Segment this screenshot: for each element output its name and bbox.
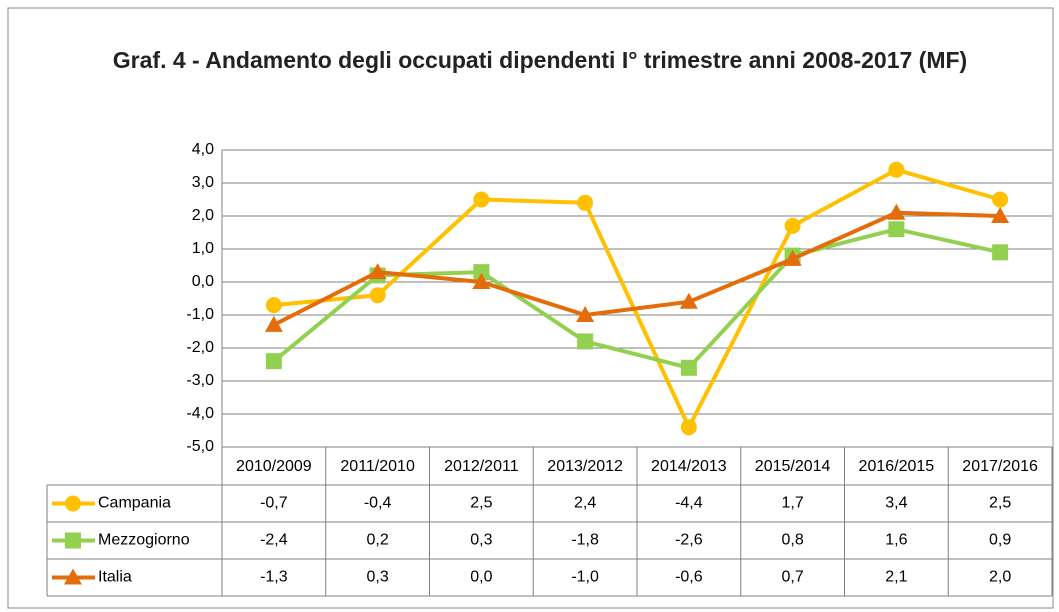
x-tick-label: 2015/2014 bbox=[755, 458, 831, 475]
x-tick-label: 2013/2012 bbox=[547, 458, 623, 475]
series-line bbox=[272, 210, 1001, 327]
table-value: 0,7 bbox=[782, 569, 804, 586]
table-value: 2,1 bbox=[885, 569, 907, 586]
table-value: 2,5 bbox=[470, 495, 492, 512]
table-value: 0,3 bbox=[470, 532, 492, 549]
table-value: 0,0 bbox=[470, 569, 492, 586]
table-value: 2,0 bbox=[989, 569, 1011, 586]
y-tick-label: 1,0 bbox=[192, 240, 214, 257]
x-tick-label: 2014/2013 bbox=[651, 458, 727, 475]
table-value: 0,2 bbox=[367, 532, 389, 549]
data-point bbox=[888, 161, 905, 178]
y-tick-label: -1,0 bbox=[186, 306, 214, 323]
y-tick-label: 2,0 bbox=[192, 207, 214, 224]
table-value: -0,6 bbox=[675, 569, 703, 586]
table-value: -2,4 bbox=[260, 532, 288, 549]
table-value: -0,7 bbox=[260, 495, 288, 512]
data-point bbox=[265, 297, 282, 314]
legend-label: Mezzogiorno bbox=[98, 532, 190, 549]
data-point bbox=[991, 207, 1010, 223]
data-point bbox=[472, 273, 491, 289]
data-point bbox=[473, 191, 490, 208]
legend-marker bbox=[65, 532, 81, 549]
y-tick-label: -3,0 bbox=[186, 372, 214, 389]
data-point bbox=[887, 203, 906, 220]
data-point bbox=[577, 194, 594, 211]
data-point bbox=[680, 419, 697, 436]
table-value: 0,8 bbox=[782, 532, 804, 549]
y-tick-label: 0,0 bbox=[192, 273, 214, 290]
data-point bbox=[576, 306, 595, 322]
y-tick-label: 3,0 bbox=[192, 174, 214, 191]
table-value: 3,4 bbox=[885, 495, 907, 512]
legend-marker bbox=[64, 568, 82, 585]
data-point bbox=[992, 191, 1009, 208]
y-tick-label: -2,0 bbox=[186, 339, 214, 356]
data-point bbox=[992, 244, 1009, 261]
legend-marker bbox=[65, 495, 81, 512]
table-value: -1,3 bbox=[260, 569, 288, 586]
y-tick-label: 4,0 bbox=[192, 141, 214, 158]
data-point bbox=[783, 249, 802, 266]
data-point bbox=[784, 217, 801, 234]
table-value: 1,7 bbox=[782, 495, 804, 512]
y-tick-label: -4,0 bbox=[186, 405, 214, 422]
table-value: 0,3 bbox=[367, 569, 389, 586]
x-tick-label: 2016/2015 bbox=[859, 458, 935, 475]
data-point bbox=[679, 292, 698, 309]
table-value: 2,5 bbox=[989, 495, 1011, 512]
table-value: -1,0 bbox=[571, 569, 599, 586]
data-point bbox=[265, 353, 282, 370]
x-tick-label: 2017/2016 bbox=[962, 458, 1038, 475]
x-tick-label: 2011/2010 bbox=[340, 458, 415, 475]
table-value: 0,9 bbox=[989, 532, 1011, 549]
data-point bbox=[473, 264, 490, 281]
table-value: -1,8 bbox=[571, 532, 599, 549]
x-tick-label: 2010/2009 bbox=[236, 458, 312, 475]
chart-title: Graf. 4 - Andamento degli occupati dipen… bbox=[112, 47, 968, 73]
data-point bbox=[680, 359, 697, 376]
chart-frame bbox=[7, 7, 1054, 609]
data-point bbox=[577, 333, 594, 350]
table-value: -2,6 bbox=[675, 532, 703, 549]
legend-label: Italia bbox=[98, 569, 132, 586]
legend-label: Campania bbox=[98, 495, 171, 512]
table-value: 1,6 bbox=[885, 532, 907, 549]
x-tick-label: 2012/2011 bbox=[444, 458, 519, 475]
data-point bbox=[368, 263, 387, 280]
data-point bbox=[888, 221, 905, 238]
y-tick-label: -5,0 bbox=[186, 438, 214, 455]
table-value: -0,4 bbox=[364, 495, 392, 512]
data-point bbox=[369, 287, 386, 304]
table-value: -4,4 bbox=[675, 495, 703, 512]
data-point bbox=[264, 315, 283, 332]
table-value: 2,4 bbox=[574, 495, 596, 512]
series-line bbox=[273, 167, 1001, 430]
